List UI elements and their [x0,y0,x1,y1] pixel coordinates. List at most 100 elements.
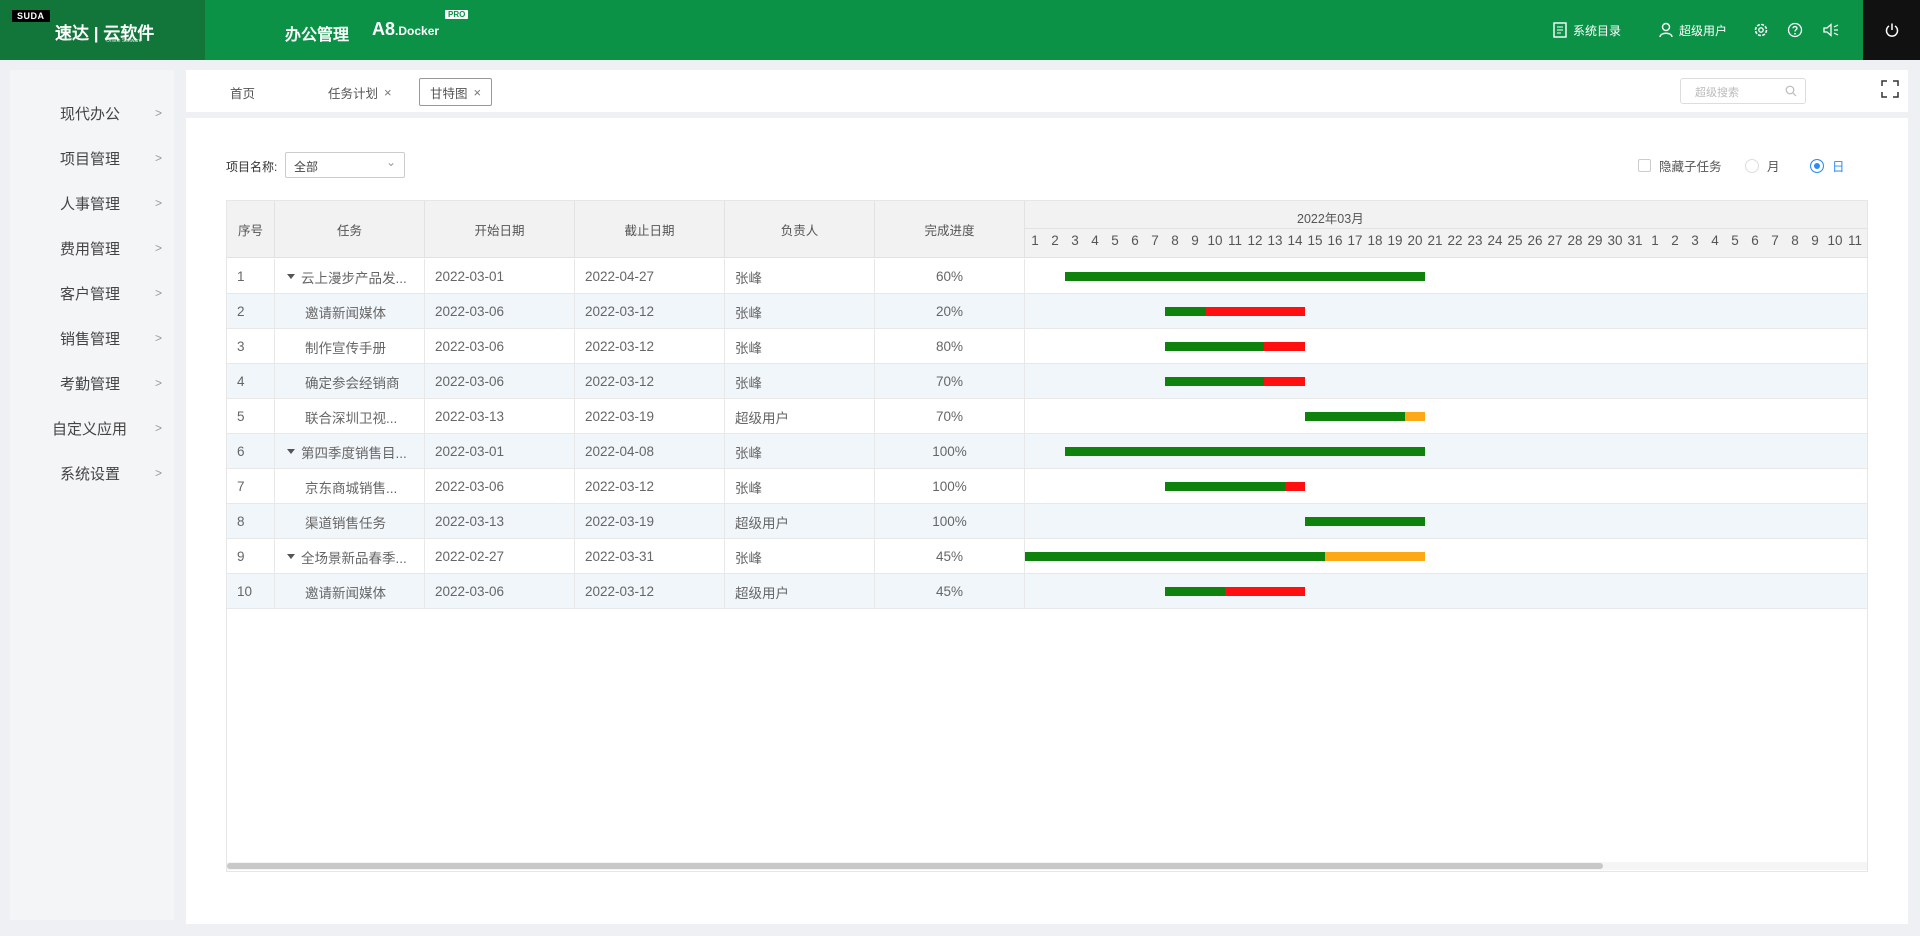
table-row[interactable]: 9 全场景新品春季... 2022-02-27 2022-03-31 张峰 45% [227,539,1867,574]
table-row[interactable]: 8 渠道销售任务 2022-03-13 2022-03-19 超级用户 100% [227,504,1867,539]
cell-task-text: 云上漫步产品发... [301,270,407,286]
gantt-bar[interactable] [1165,307,1305,316]
cell-start-date: 2022-03-06 [425,294,575,329]
gantt-bar[interactable] [1165,342,1305,351]
gantt-bar[interactable] [1025,552,1425,561]
cell-task: 制作宣传手册 [275,329,425,364]
close-icon[interactable]: × [384,84,392,100]
chevron-right-icon: > [154,376,162,390]
cell-end-date-text: 2022-03-12 [585,584,655,599]
gantt-bar-done [1165,307,1206,316]
cell-end-date: 2022-03-12 [575,364,725,399]
logo[interactable]: SUDA 速达 | 云软件 Online Software [0,0,205,60]
chevron-down-icon: ⌄ [385,155,396,169]
expand-caret-icon[interactable] [287,554,295,559]
expand-caret-icon[interactable] [287,449,295,454]
cell-owner-text: 张峰 [735,445,762,461]
table-row[interactable]: 3 制作宣传手册 2022-03-06 2022-03-12 张峰 80% [227,329,1867,364]
cell-no: 6 [227,434,275,469]
table-row[interactable]: 7 京东商城销售... 2022-03-06 2022-03-12 张峰 100% [227,469,1867,504]
gear-icon[interactable] [1753,22,1769,38]
cell-owner: 张峰 [725,294,875,329]
logout-button[interactable] [1863,0,1920,60]
project-select[interactable]: 全部 ⌄ [285,152,405,178]
cell-end-date: 2022-04-27 [575,259,725,294]
view-day-radio[interactable]: 日 [1810,156,1845,175]
gantt-bar[interactable] [1165,377,1305,386]
cell-owner-text: 超级用户 [735,515,789,531]
gantt-bar[interactable] [1165,587,1305,596]
gantt-bar-done [1165,587,1225,596]
search-input[interactable]: 超级搜索 [1680,78,1806,104]
cell-task-text: 京东商城销售... [305,480,398,496]
view-month-radio[interactable]: 月 [1745,156,1780,175]
horizontal-scrollbar[interactable] [227,862,1867,870]
hide-subtasks-label: 隐藏子任务 [1659,160,1722,174]
scrollbar-thumb[interactable] [227,863,1603,869]
table-row[interactable]: 2 邀请新闻媒体 2022-03-06 2022-03-12 张峰 20% [227,294,1867,329]
sidebar-item-settings[interactable]: 系统设置 > [10,458,174,488]
radio-day-selected[interactable] [1810,158,1824,173]
cell-task-text: 邀请新闻媒体 [305,585,386,601]
sidebar-item-modern-office[interactable]: 现代办公 > [10,98,174,128]
gantt-bar[interactable] [1165,482,1305,491]
cell-no-text: 3 [237,339,245,354]
cell-no: 8 [227,504,275,539]
sidebar-item-customer[interactable]: 客户管理 > [10,278,174,308]
sidebar-item-label: 人事管理 [60,195,121,213]
system-catalog-button[interactable]: 系统目录 [1553,22,1621,39]
sidebar-item-custom-apps[interactable]: 自定义应用 > [10,413,174,443]
tab-home[interactable]: 首页 [230,78,255,106]
day-label: 18 [1367,233,1383,248]
sidebar-item-hr[interactable]: 人事管理 > [10,188,174,218]
cell-start-date-text: 2022-03-01 [435,444,505,459]
sidebar-item-sales[interactable]: 销售管理 > [10,323,174,353]
user-menu[interactable]: 超级用户 [1659,22,1727,39]
sidebar-item-label: 自定义应用 [52,420,128,438]
search-icon[interactable] [1785,85,1797,97]
cell-no-text: 8 [237,514,245,529]
tab-gantt[interactable]: 甘特图 × [419,78,493,106]
cell-end-date-text: 2022-03-12 [585,304,655,319]
gantt-bar[interactable] [1305,412,1425,421]
sidebar-item-label: 销售管理 [60,330,121,348]
help-icon[interactable] [1787,22,1803,38]
cell-start-date: 2022-03-06 [425,364,575,399]
sidebar-item-project[interactable]: 项目管理 > [10,143,174,173]
column-header-task: 任务 [275,201,425,258]
cell-start-date-text: 2022-03-06 [435,584,505,599]
gantt-bar[interactable] [1065,447,1425,456]
day-label: 24 [1487,233,1503,248]
fullscreen-icon[interactable] [1881,80,1899,98]
sidebar-item-attendance[interactable]: 考勤管理 > [10,368,174,398]
chevron-right-icon: > [154,241,162,255]
module-title[interactable]: 办公管理 [285,27,350,44]
day-label: 1 [1031,233,1039,248]
cell-start-date: 2022-03-13 [425,504,575,539]
table-row[interactable]: 6 第四季度销售目... 2022-03-01 2022-04-08 张峰 100% [227,434,1867,469]
logo-text: 速达 | 云软件 [55,24,155,43]
day-label: 7 [1151,233,1159,248]
radio-month[interactable] [1745,158,1759,173]
cell-start-date: 2022-03-01 [425,259,575,294]
table-row[interactable]: 10 邀请新闻媒体 2022-03-06 2022-03-12 超级用户 45% [227,574,1867,609]
cell-owner: 张峰 [725,329,875,364]
table-row[interactable]: 1 云上漫步产品发... 2022-03-01 2022-04-27 张峰 60% [227,259,1867,294]
gantt-bar-done [1165,342,1264,351]
gantt-bar[interactable] [1065,272,1425,281]
table-row[interactable]: 5 联合深圳卫视... 2022-03-13 2022-03-19 超级用户 70% [227,399,1867,434]
day-label: 23 [1467,233,1483,248]
cell-start-date: 2022-03-06 [425,469,575,504]
cell-end-date: 2022-03-19 [575,399,725,434]
checkbox-box[interactable] [1638,159,1651,172]
table-row[interactable]: 4 确定参会经销商 2022-03-06 2022-03-12 张峰 70% [227,364,1867,399]
hide-subtasks-checkbox[interactable]: 隐藏子任务 [1638,156,1722,175]
day-label: 2 [1671,233,1679,248]
sidebar-item-expense[interactable]: 费用管理 > [10,233,174,263]
expand-caret-icon[interactable] [287,274,295,279]
close-icon[interactable]: × [473,84,482,100]
cell-owner: 超级用户 [725,399,875,434]
speaker-icon[interactable] [1822,22,1840,38]
gantt-bar[interactable] [1305,517,1425,526]
tab-task-plan[interactable]: 任务计划 × [328,78,392,106]
